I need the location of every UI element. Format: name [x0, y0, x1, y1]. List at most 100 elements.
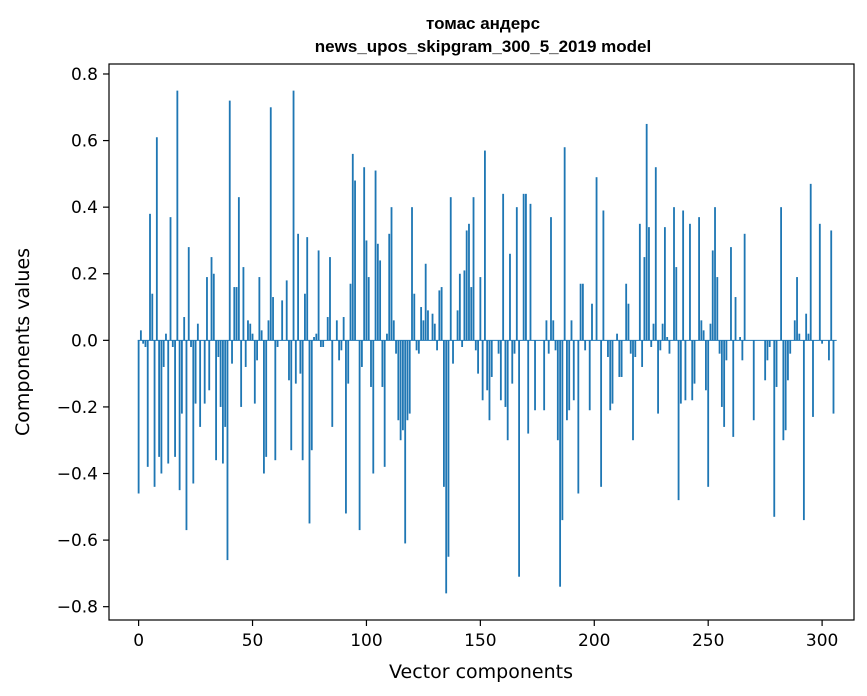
bar-276 — [766, 340, 769, 361]
bar-248 — [702, 330, 705, 341]
bar-237 — [677, 340, 680, 501]
bar-174 — [534, 340, 536, 411]
bar-80 — [319, 340, 322, 347]
bar-70 — [297, 233, 300, 341]
bar-254 — [716, 277, 719, 341]
bar-187 — [563, 147, 566, 341]
bar-42 — [233, 287, 236, 341]
bar-158 — [497, 340, 500, 354]
bar-182 — [552, 320, 555, 341]
bar-110 — [388, 233, 391, 341]
chart-title-line1: томас андерс — [426, 14, 540, 33]
bar-124 — [420, 307, 423, 341]
bar-229 — [659, 340, 662, 351]
bar-137 — [449, 197, 452, 341]
bar-167 — [518, 340, 520, 577]
bar-136 — [447, 340, 450, 557]
bar-102 — [370, 340, 372, 387]
bar-76 — [310, 340, 313, 451]
x-tick-label-200: 200 — [578, 631, 610, 651]
bar-160 — [502, 193, 505, 341]
x-axis-label: Vector components — [389, 661, 573, 683]
bar-113 — [395, 340, 397, 354]
bar-226 — [652, 323, 655, 341]
bar-288 — [793, 320, 796, 341]
bar-180 — [547, 340, 550, 354]
bar-19 — [180, 340, 183, 414]
bar-91 — [345, 340, 347, 514]
y-tick-label-5: 0.2 — [71, 265, 98, 285]
bar-37 — [222, 340, 224, 464]
bar-66 — [288, 340, 290, 381]
bar-144 — [465, 230, 468, 341]
bar-299 — [818, 223, 821, 341]
x-tick-label-300: 300 — [806, 631, 838, 651]
bar-152 — [484, 150, 486, 341]
bar-223 — [645, 123, 648, 341]
bar-46 — [242, 267, 245, 341]
bar-129 — [431, 313, 434, 341]
bar-300 — [821, 340, 824, 344]
bar-15 — [171, 340, 174, 347]
x-tick-label-150: 150 — [464, 631, 496, 651]
bar-57 — [267, 320, 270, 341]
bar-31 — [208, 340, 211, 391]
bar-279 — [773, 340, 776, 517]
bar-123 — [417, 340, 420, 354]
y-axis-ticks: −0.8 −0.6 −0.4 −0.2 0.0 0.2 0.4 0.6 0.8 — [57, 65, 109, 618]
bar-277 — [768, 340, 771, 347]
bar-138 — [452, 340, 454, 364]
bar-2 — [142, 340, 145, 344]
bar-140 — [456, 310, 459, 341]
bar-204 — [602, 210, 605, 341]
bar-162 — [506, 340, 509, 441]
bar-134 — [443, 340, 445, 487]
bar-40 — [228, 100, 231, 341]
bar-61 — [276, 340, 279, 347]
bar-252 — [711, 250, 714, 341]
bar-210 — [616, 333, 618, 341]
bar-12 — [165, 333, 167, 341]
bar-253 — [714, 207, 716, 341]
bar-262 — [734, 297, 737, 341]
bar-119 — [408, 340, 411, 414]
bar-60 — [274, 340, 277, 461]
bar-280 — [775, 340, 778, 387]
bar-16 — [174, 340, 176, 457]
bar-81 — [322, 340, 325, 347]
bar-183 — [554, 340, 557, 351]
bar-125 — [422, 320, 425, 341]
bar-145 — [468, 223, 470, 341]
bar-196 — [584, 340, 587, 351]
bar-195 — [581, 283, 584, 341]
bar-20 — [183, 317, 186, 341]
bar-51 — [253, 340, 256, 404]
bar-122 — [415, 340, 418, 351]
bar-4 — [146, 340, 149, 467]
bar-238 — [679, 340, 682, 404]
bar-47 — [244, 340, 247, 367]
bar-120 — [411, 207, 413, 341]
bar-133 — [440, 287, 443, 341]
y-tick-label-8: 0.8 — [71, 65, 98, 85]
bar-41 — [231, 340, 233, 364]
bar-221 — [641, 340, 644, 367]
bar-251 — [709, 323, 712, 341]
bar-89 — [340, 340, 343, 351]
bar-250 — [707, 340, 710, 487]
bar-35 — [217, 340, 220, 357]
bar-130 — [433, 323, 436, 341]
bar-59 — [272, 297, 274, 341]
bar-25 — [194, 340, 197, 404]
bar-78 — [315, 333, 318, 341]
bar-163 — [509, 253, 511, 341]
bar-190 — [570, 320, 573, 341]
bar-106 — [379, 260, 382, 341]
bar-264 — [739, 337, 741, 341]
bar-188 — [566, 340, 568, 421]
bar-18 — [178, 340, 181, 491]
bar-178 — [543, 340, 546, 411]
bars-group — [137, 90, 837, 594]
bar-58 — [269, 107, 272, 341]
